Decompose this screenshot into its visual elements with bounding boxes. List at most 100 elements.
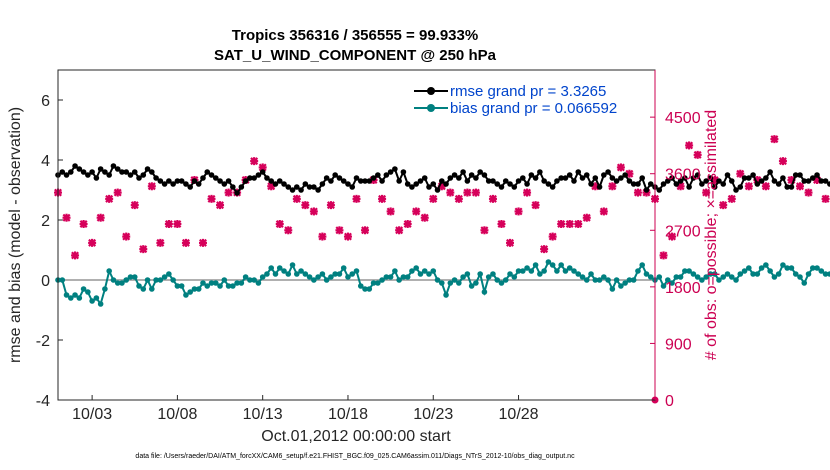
bias-point xyxy=(788,265,795,271)
bias-point xyxy=(131,274,138,280)
bias-point xyxy=(554,268,560,274)
rmse-point xyxy=(801,178,808,184)
rmse-point xyxy=(554,178,560,184)
bias-point xyxy=(451,277,458,283)
bias-point xyxy=(728,274,735,280)
chart-title-line2: SAT_U_WIND_COMPONENT @ 250 hPa xyxy=(214,47,497,64)
obs-marker xyxy=(309,207,318,216)
rmse-point xyxy=(737,184,744,190)
rmse-point xyxy=(421,175,428,181)
bias-point xyxy=(306,274,313,280)
rmse-point xyxy=(511,184,518,190)
obs-marker xyxy=(480,226,489,235)
bias-point xyxy=(136,283,142,289)
left-tick-label: 6 xyxy=(41,93,50,110)
bias-point xyxy=(178,283,185,289)
bias-point xyxy=(494,277,501,283)
bias-point xyxy=(234,280,240,286)
rmse-point xyxy=(294,184,300,190)
bias-point xyxy=(85,289,91,295)
bias-point xyxy=(387,274,394,280)
x-tick-label: 10/13 xyxy=(243,406,283,423)
obs-marker xyxy=(531,201,540,210)
bias-point xyxy=(622,280,628,286)
rmse-point xyxy=(362,178,368,184)
rmse-point xyxy=(613,178,620,184)
bias-point xyxy=(93,295,100,301)
rmse-point xyxy=(149,169,155,175)
rmse-point xyxy=(822,178,829,184)
rmse-point xyxy=(468,172,475,178)
bias-point xyxy=(583,277,590,283)
rmse-point xyxy=(541,178,547,184)
rmse-point xyxy=(170,181,176,187)
obs-marker xyxy=(147,182,156,191)
bias-point xyxy=(511,274,518,280)
bias-point xyxy=(166,271,172,277)
right-tick-label: 4500 xyxy=(665,110,701,127)
rmse-point xyxy=(72,163,78,169)
rmse-point xyxy=(827,181,830,187)
bias-point xyxy=(545,259,552,265)
obs-marker xyxy=(685,141,694,150)
rmse-point xyxy=(247,175,253,181)
rmse-point xyxy=(639,175,646,181)
obs-marker xyxy=(105,194,114,203)
rmse-point xyxy=(673,181,680,187)
rmse-point xyxy=(792,172,799,178)
bias-point xyxy=(639,262,646,268)
rmse-point xyxy=(758,178,765,184)
left-tick-label: 2 xyxy=(41,213,50,230)
rmse-point xyxy=(191,178,198,184)
bias-point xyxy=(780,262,786,268)
bias-point xyxy=(694,274,701,280)
rmse-point xyxy=(204,169,211,175)
bias-point xyxy=(443,292,449,298)
rmse-point xyxy=(323,175,330,181)
rmse-point xyxy=(127,172,134,178)
rmse-point xyxy=(443,181,449,187)
rmse-point xyxy=(507,181,513,187)
bias-point xyxy=(59,277,66,283)
bias-point xyxy=(532,262,539,268)
bias-point xyxy=(699,277,705,283)
bias-point xyxy=(311,277,317,283)
obs-marker xyxy=(284,226,293,235)
bias-point xyxy=(447,280,454,286)
rmse-point xyxy=(716,178,722,184)
bias-point xyxy=(174,283,181,289)
bias-point xyxy=(379,277,385,283)
rmse-point xyxy=(592,175,599,181)
rmse-point xyxy=(699,181,705,187)
rmse-point xyxy=(123,169,130,175)
obs-marker xyxy=(258,163,267,172)
rmse-point xyxy=(515,178,522,184)
bias-point xyxy=(409,268,415,274)
bias-point xyxy=(362,286,368,292)
obs-marker xyxy=(795,182,804,191)
obs-marker xyxy=(514,207,523,216)
bias-point xyxy=(643,271,650,277)
obs-marker xyxy=(79,220,88,228)
bias-point xyxy=(106,268,112,274)
x-axis-label: Oct.01,2012 00:00:00 start xyxy=(261,428,451,445)
bias-point xyxy=(208,280,215,286)
obs-marker xyxy=(599,207,608,216)
rmse-point xyxy=(733,187,739,193)
rmse-point xyxy=(212,175,219,181)
bias-point xyxy=(558,262,564,268)
obs-marker xyxy=(386,207,395,216)
rmse-point xyxy=(520,175,526,181)
bias-point xyxy=(605,277,611,283)
rmse-point xyxy=(285,184,292,190)
bias-point xyxy=(375,280,381,286)
rmse-point xyxy=(225,178,232,184)
bias-point xyxy=(485,274,492,280)
bias-point xyxy=(281,268,287,274)
obs-marker xyxy=(361,226,370,235)
bias-point xyxy=(664,277,671,283)
legend-bias-marker xyxy=(427,104,435,112)
rmse-point xyxy=(217,178,223,184)
rmse-point xyxy=(281,181,287,187)
rmse-point xyxy=(208,172,215,178)
